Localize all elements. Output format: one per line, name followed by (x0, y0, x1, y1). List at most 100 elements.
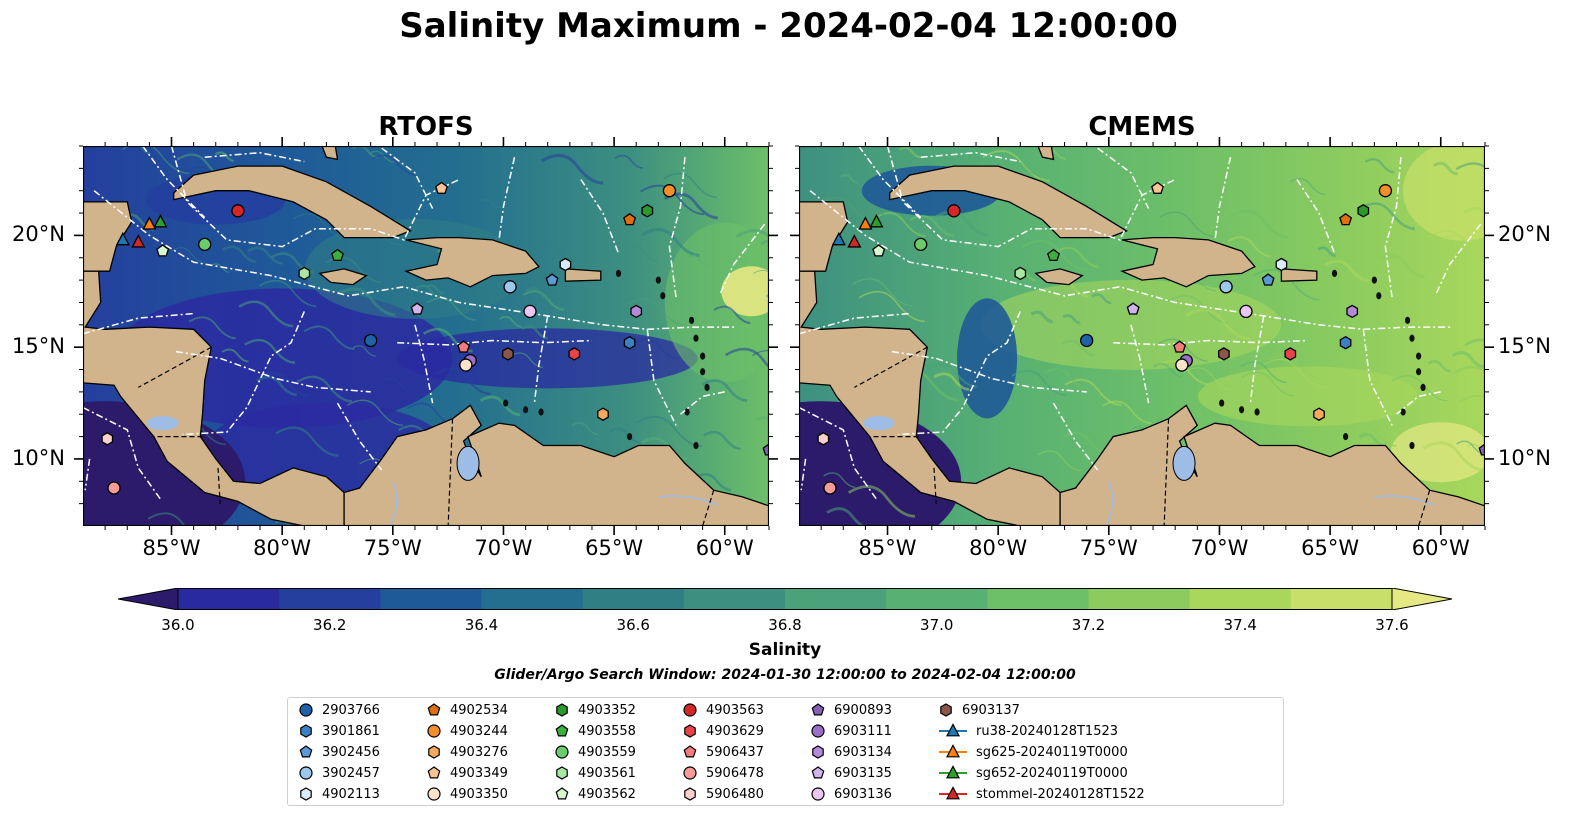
island (1404, 316, 1411, 324)
legend-marker-triangle-icon (939, 744, 967, 758)
lat-tick-label-left: 20°N (12, 222, 65, 247)
platform-marker-6903135 (410, 302, 424, 315)
platform-marker-sg625-20240119T0000 (142, 216, 157, 230)
legend-item: ru38-20240128T1523 (938, 723, 1118, 739)
colorbar-tick-label: 36.8 (768, 616, 802, 634)
platform-marker-4903558 (1047, 248, 1060, 262)
legend-marker-circle-icon (811, 724, 825, 738)
legend-label: ru38-20240128T1523 (976, 723, 1119, 739)
map-frame (83, 146, 769, 526)
platform-marker-4902113 (1275, 257, 1288, 272)
platform-marker-4903350 (1175, 358, 1189, 372)
legend-label: 6903134 (834, 744, 892, 760)
legend-label: 4903561 (578, 765, 636, 781)
legend-item: 4903563 (682, 702, 764, 718)
river-line (388, 481, 398, 526)
legend-marker-hexagon-icon (684, 724, 696, 738)
legend-item: 4903349 (426, 765, 508, 781)
platform-marker-4903561 (298, 266, 311, 281)
island (684, 408, 690, 416)
legend-marker-pentagon-icon (811, 766, 825, 779)
island (538, 408, 544, 416)
legend-item: 4903629 (682, 723, 764, 739)
jamaica-land (318, 268, 368, 286)
platform-marker-6903137 (1218, 347, 1230, 361)
eez-boundary (858, 146, 922, 219)
jamaica-land (1034, 268, 1084, 286)
eez-boundary (498, 157, 516, 240)
legend-item: 4903559 (554, 744, 636, 760)
bahamas-land (321, 146, 339, 161)
colorbar-segment (886, 588, 988, 610)
lon-tick-label: 65°W (585, 536, 644, 560)
platform-marker-6903136 (1239, 304, 1253, 319)
island (688, 316, 695, 324)
legend-label: 3902457 (322, 765, 380, 781)
eez-boundary (809, 190, 1452, 331)
lake-maracaibo (456, 445, 480, 481)
river-line (658, 495, 719, 506)
eez-boundary (204, 151, 305, 163)
legend-item: 4902534 (426, 702, 508, 718)
platform-marker-5906437 (457, 340, 471, 353)
platform-marker-6903136 (523, 304, 537, 319)
legend-label: 6900893 (834, 702, 892, 718)
legend-label: 3902456 (322, 744, 380, 760)
colorbar-label: Salinity (748, 640, 822, 660)
platform-marker-4902113 (559, 257, 572, 272)
colorbar-segment (1290, 588, 1393, 610)
island (700, 352, 706, 360)
platform-marker-4903349 (435, 181, 448, 194)
legend-item: 5906478 (682, 765, 764, 781)
eez-boundary (533, 315, 549, 404)
legend-item: 6903137 (938, 702, 1020, 718)
platform-marker-5906437 (1173, 340, 1187, 353)
legend-item: 3901861 (298, 723, 380, 739)
eez-boundary (1249, 315, 1265, 404)
island (660, 292, 666, 300)
legend-marker-circle-icon (427, 787, 441, 801)
legend-item: 4903562 (554, 786, 636, 802)
island (1416, 352, 1422, 360)
legend-label: 4903563 (706, 702, 764, 718)
eez-boundary (646, 329, 677, 426)
eez-boundary (898, 311, 1021, 436)
island (503, 399, 509, 407)
legend-label: sg625-20240119T0000 (976, 744, 1128, 760)
legend-label: 4903558 (578, 723, 636, 739)
platform-marker-4903559 (914, 237, 928, 252)
platform-marker-4903562 (156, 244, 170, 257)
eez-boundary (580, 179, 620, 254)
legend-item: 5906480 (682, 786, 764, 802)
legend-label: 5906480 (706, 786, 764, 802)
platform-marker-4903349 (1151, 181, 1164, 194)
legend-marker-hexagon-icon (556, 703, 568, 717)
island (1371, 276, 1377, 284)
platform-marker-ru38-20240128T1523 (831, 231, 846, 246)
legend-label: 4903559 (578, 744, 636, 760)
central-america-land (83, 268, 345, 526)
platform-marker-ru38-20240128T1523 (115, 231, 130, 246)
island (704, 383, 710, 392)
platform-marker-5906478 (107, 481, 121, 495)
colorbar-segment (683, 588, 786, 610)
colorbar-segment (987, 588, 1090, 610)
river-line (1104, 481, 1114, 526)
legend-item: 6903111 (810, 723, 892, 739)
legend-marker-hexagon-icon (940, 703, 952, 717)
lat-tick-label-left: 15°N (12, 334, 65, 359)
eez-boundary (1396, 391, 1441, 415)
lon-tick-label: 60°W (1411, 536, 1470, 560)
platform-marker-2903766 (1080, 333, 1094, 348)
legend-marker-circle-icon (299, 703, 313, 717)
lake-nicaragua (862, 416, 895, 431)
colorbar-high-extend (1391, 588, 1452, 610)
eez-boundary (182, 311, 305, 436)
platform-marker-4902534 (623, 212, 637, 226)
legend-item: 2903766 (298, 702, 380, 718)
legend-marker-pentagon-icon (555, 787, 569, 800)
lon-tick-label: 80°W (969, 536, 1028, 560)
lon-tick-label: 80°W (253, 536, 312, 560)
platform-marker-4903563 (947, 204, 961, 218)
legend-marker-circle-icon (683, 766, 697, 780)
